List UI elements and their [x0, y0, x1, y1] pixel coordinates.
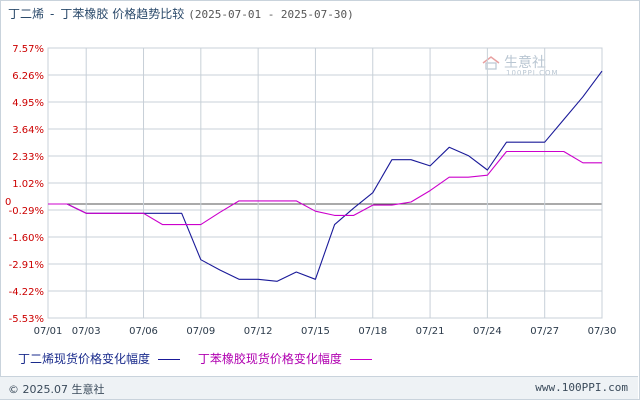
- y-axis-labels: 7.57% 6.26% 4.95% 3.64% 2.33% 1.02% -0.29% -1.6…: [5, 44, 44, 325]
- zero-label: 0: [5, 197, 11, 208]
- legend: 丁二烯现货价格变化幅度 丁苯橡胶现货价格变化幅度: [18, 350, 386, 367]
- watermark-sub: 100PPI.COM: [506, 69, 559, 77]
- y-tick-label: -4.22%: [9, 287, 44, 298]
- x-tick-label: 07/24: [473, 326, 502, 337]
- grid-lines: [47, 47, 603, 319]
- legend-item-butadiene: 丁二烯现货价格变化幅度: [18, 350, 181, 367]
- series-line-1: [48, 70, 603, 282]
- house-logo-icon: [482, 56, 500, 70]
- legend-label-butadiene: 丁二烯现货价格变化幅度: [18, 352, 151, 366]
- x-tick-label: 07/09: [186, 326, 215, 337]
- title-main: 丁二烯: [8, 7, 45, 21]
- y-tick-label: 4.95%: [12, 98, 44, 109]
- x-tick-label: 07/27: [530, 326, 559, 337]
- footer: © 2025.07 生意社 www.100PPI.com: [0, 376, 638, 399]
- y-tick-label: -5.53%: [9, 314, 44, 325]
- legend-swatch-butadiene: [158, 359, 181, 360]
- x-tick-label: 07/18: [358, 326, 387, 337]
- y-tick-label: -1.60%: [9, 233, 44, 244]
- watermark: 生意社 100PPI.COM: [482, 52, 558, 77]
- y-tick-label: 3.64%: [12, 125, 44, 136]
- y-tick-label: 6.26%: [12, 71, 44, 82]
- y-tick-label: -2.91%: [9, 260, 44, 271]
- y-tick-label: 7.57%: [12, 44, 44, 55]
- y-tick-label: -0.29%: [9, 206, 44, 217]
- title-separator: -: [50, 7, 55, 21]
- x-tick-label: 07/21: [416, 326, 445, 337]
- legend-swatch-sbr: [349, 359, 372, 360]
- y-tick-label: 2.33%: [12, 152, 44, 163]
- x-tick-label: 07/03: [72, 326, 101, 337]
- x-tick-label: 07/01: [34, 326, 63, 337]
- x-tick-label: 07/06: [129, 326, 158, 337]
- legend-label-sbr: 丁苯橡胶现货价格变化幅度: [197, 352, 342, 366]
- title-suffix: 价格趋势比较: [112, 7, 185, 21]
- x-tick-label: 07/12: [244, 326, 273, 337]
- watermark-text: 生意社: [504, 55, 546, 71]
- title-date-range: (2025-07-01 - 2025-07-30): [188, 8, 354, 21]
- footer-copyright: © 2025.07 生意社: [8, 383, 105, 396]
- x-tick-label: 07/15: [301, 326, 330, 337]
- footer-site-link[interactable]: www.100PPI.com: [535, 381, 628, 394]
- chart-title: 丁二烯 - 丁苯橡胶 价格趋势比较 (2025-07-01 - 2025-07-30): [8, 5, 354, 22]
- x-tick-label: 07/30: [588, 326, 617, 337]
- series-line-2: [48, 150, 602, 226]
- title-second: 丁苯橡胶: [60, 7, 109, 21]
- legend-item-sbr: 丁苯橡胶现货价格变化幅度: [198, 350, 372, 367]
- series-lines: [48, 70, 603, 282]
- x-axis-labels: 07/01 07/03 07/06 07/09 07/12 07/15 07/18 07/21…: [34, 326, 617, 337]
- y-tick-label: 1.02%: [12, 179, 44, 190]
